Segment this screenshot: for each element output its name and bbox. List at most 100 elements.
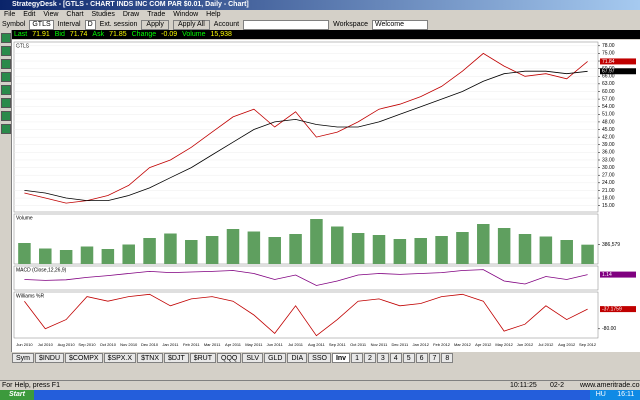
volume-bar xyxy=(435,236,448,264)
menu-item[interactable]: Window xyxy=(173,11,199,18)
symbol-tab[interactable]: Sym xyxy=(12,353,34,363)
x-tick-label: Sep 2010 xyxy=(78,342,96,347)
symbol-tab[interactable]: DIA xyxy=(287,353,308,363)
volume-bar xyxy=(539,236,553,264)
tool-icon[interactable] xyxy=(1,111,11,121)
series-line xyxy=(24,52,588,204)
interval-input[interactable]: D xyxy=(84,20,96,30)
page-tab[interactable]: 1 xyxy=(351,353,363,363)
page-tab[interactable]: 5 xyxy=(402,353,415,363)
volume-bar xyxy=(268,237,281,264)
ext-session[interactable]: Ext. session xyxy=(99,21,138,28)
x-tick-label: Dec 2011 xyxy=(391,342,409,347)
quote-value: 71.91 xyxy=(32,31,50,38)
tool-icon[interactable] xyxy=(1,33,11,43)
tool-icon[interactable] xyxy=(1,85,11,95)
symbol-tab[interactable]: $SPX.X xyxy=(103,353,137,363)
x-tick-label: Jul 2011 xyxy=(288,342,304,347)
panel-frame xyxy=(13,291,599,339)
y-tick-label: 75.00 xyxy=(602,51,615,57)
interval-label: Interval xyxy=(57,21,81,28)
page-tab[interactable]: 7 xyxy=(428,353,441,363)
menu-item[interactable]: Help xyxy=(206,11,221,18)
start-button[interactable]: Start xyxy=(0,390,34,400)
symbol-tab[interactable]: $RUT xyxy=(189,353,217,363)
account-select[interactable] xyxy=(243,20,330,30)
x-tick-label: Apr 2012 xyxy=(475,342,492,347)
symbol-tab[interactable]: $DJT xyxy=(164,353,189,363)
last-value-label: 1.14 xyxy=(602,272,612,278)
volume-bar xyxy=(205,236,219,264)
menu-item[interactable]: File xyxy=(4,11,16,18)
y-tick-label: 30.00 xyxy=(602,165,615,171)
menu-item[interactable]: Chart xyxy=(66,11,84,18)
toolbar: Symbol GTLS Interval D Ext. session Appl… xyxy=(0,19,640,30)
tool-icon[interactable] xyxy=(1,98,11,108)
symbol-tab[interactable]: $TNX xyxy=(137,353,163,363)
tool-icon[interactable] xyxy=(1,72,11,82)
symbol-tab[interactable]: GLD xyxy=(264,353,287,363)
menu-item[interactable]: Trade xyxy=(147,11,166,18)
x-tick-label: Oct 2010 xyxy=(100,342,117,347)
page-tab[interactable]: 2 xyxy=(363,353,376,363)
volume-bar xyxy=(18,243,31,264)
menu-item[interactable]: Studies xyxy=(91,11,115,18)
menu-item[interactable]: View xyxy=(43,11,59,18)
status-code: 02-2 xyxy=(550,382,565,389)
menu-bar: File Edit View Chart Studies Draw Trade Window H… xyxy=(0,10,640,19)
quote-label: Last xyxy=(14,31,28,38)
page-tab[interactable]: 6 xyxy=(415,353,428,363)
workspace-select[interactable]: Welcome xyxy=(371,20,428,30)
x-tick-label: Nov 2010 xyxy=(120,342,138,347)
y-tick-label: 15.00 xyxy=(602,203,615,209)
page-tab[interactable]: 4 xyxy=(389,353,402,363)
panel-title: MACD (Close,12,26,9) xyxy=(16,267,67,273)
symbol-input[interactable]: GTLS xyxy=(29,20,54,30)
apply-all-button[interactable]: Apply All xyxy=(172,20,210,30)
volume-bar xyxy=(351,233,365,264)
series-line xyxy=(24,293,588,337)
panel-frame xyxy=(13,41,599,213)
page-tab[interactable]: 8 xyxy=(441,353,454,363)
x-tick-label: May 2011 xyxy=(245,342,263,347)
taskbar: Start HU 16:11 xyxy=(0,390,640,400)
apply-button[interactable]: Apply xyxy=(141,20,169,30)
y-tick-label: 48.00 xyxy=(602,119,615,125)
symbol-tab[interactable]: SLV xyxy=(242,353,264,363)
active-tab[interactable]: Inv xyxy=(331,353,351,363)
symbol-tab[interactable]: SSO xyxy=(308,353,331,363)
quote-bar: Last 71.91 Bid 71.74 Ask 71.85 Change -0.09 Volu… xyxy=(12,30,640,39)
y-tick-label: 66.00 xyxy=(602,74,615,80)
y-tick-label: 39.00 xyxy=(602,142,615,148)
panel-title: Volume xyxy=(16,215,33,221)
symbol-tab[interactable]: QQQ xyxy=(217,353,242,363)
menu-item[interactable]: Draw xyxy=(122,11,140,18)
tool-icon[interactable] xyxy=(1,124,11,134)
y-tick-label: 60.00 xyxy=(602,89,615,95)
y-tick-label: 45.00 xyxy=(602,127,615,133)
last-value-tag xyxy=(600,58,636,65)
volume-bar xyxy=(185,240,198,264)
y-tick-label: 42.00 xyxy=(602,134,615,140)
symbol-tab[interactable]: $INDU xyxy=(35,353,65,363)
series-line xyxy=(24,70,588,201)
symbol-tab[interactable]: $COMPX xyxy=(65,353,103,363)
x-tick-label: Mar 2012 xyxy=(454,342,472,347)
series-line xyxy=(24,269,588,286)
last-value-label: -37.1759 xyxy=(602,306,622,312)
volume-bar xyxy=(456,232,469,264)
x-tick-label: Jun 2010 xyxy=(16,342,33,347)
tool-icon[interactable] xyxy=(1,59,11,69)
tool-icon[interactable] xyxy=(1,46,11,56)
panel-frame xyxy=(13,213,599,265)
volume-bar xyxy=(247,231,261,264)
status-bar: For Help, press F1 10:11:25 02-2 www.ame… xyxy=(0,380,640,390)
x-tick-label: Feb 2012 xyxy=(433,342,451,347)
volume-bar xyxy=(372,235,386,264)
x-tick-label: Aug 2010 xyxy=(58,342,76,347)
page-tab[interactable]: 3 xyxy=(376,353,389,363)
menu-item[interactable]: Edit xyxy=(23,11,36,18)
y-tick-label: 36.00 xyxy=(602,150,615,156)
quote-label: Ask xyxy=(92,31,105,38)
y-tick-label: 78.00 xyxy=(602,43,615,49)
